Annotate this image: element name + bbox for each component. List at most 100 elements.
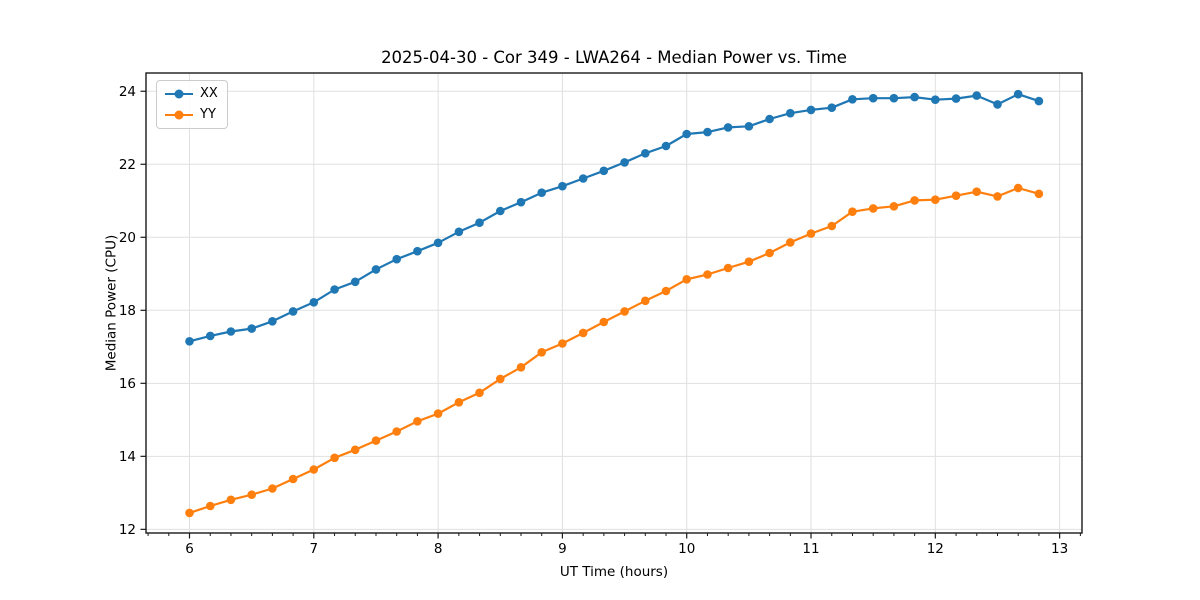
data-point-marker bbox=[268, 317, 277, 326]
data-point-marker bbox=[910, 92, 919, 102]
data-point-marker bbox=[931, 95, 940, 104]
data-point-marker bbox=[972, 91, 981, 100]
svg-text:12: 12 bbox=[119, 522, 136, 538]
svg-text:12: 12 bbox=[927, 541, 944, 557]
legend-line-marker-icon bbox=[165, 109, 193, 121]
data-point-marker bbox=[1013, 183, 1023, 193]
data-point-marker bbox=[475, 388, 484, 398]
svg-text:11: 11 bbox=[802, 541, 819, 557]
data-point-marker bbox=[889, 202, 899, 211]
plot-border bbox=[145, 72, 1083, 534]
x-tick-labels: 6 7 8 9 10 11 12 13 bbox=[185, 541, 1068, 557]
data-point-marker bbox=[641, 149, 650, 158]
x-gridlines bbox=[189, 73, 1061, 533]
data-point-marker bbox=[723, 263, 733, 273]
data-point-marker bbox=[516, 197, 526, 207]
data-point-marker bbox=[827, 103, 837, 112]
data-point-marker bbox=[931, 195, 940, 204]
svg-text:14: 14 bbox=[119, 449, 136, 465]
chart-title: 2025-04-30 - Cor 349 - LWA264 - Median P… bbox=[381, 48, 847, 67]
data-point-marker bbox=[1034, 189, 1044, 199]
data-point-marker bbox=[682, 275, 691, 284]
data-point-marker bbox=[951, 191, 961, 200]
data-point-marker bbox=[558, 181, 567, 191]
data-point-marker bbox=[454, 398, 464, 407]
data-point-marker bbox=[288, 474, 298, 484]
svg-text:20: 20 bbox=[119, 230, 136, 246]
data-point-marker bbox=[309, 298, 319, 307]
data-point-marker bbox=[703, 270, 712, 279]
svg-text:8: 8 bbox=[434, 541, 443, 557]
svg-text:7: 7 bbox=[310, 541, 319, 557]
x-ticks bbox=[188, 533, 1061, 539]
data-point-marker bbox=[682, 129, 691, 139]
svg-text:22: 22 bbox=[119, 157, 136, 173]
data-point-marker bbox=[206, 331, 215, 341]
data-point-marker bbox=[827, 221, 837, 231]
data-point-marker bbox=[413, 246, 422, 256]
data-point-marker bbox=[226, 495, 236, 505]
legend-label-xx: XX bbox=[200, 86, 218, 101]
data-point-marker bbox=[496, 206, 505, 216]
data-point-marker bbox=[350, 277, 360, 287]
x-minor-ticks bbox=[147, 533, 1081, 536]
data-point-marker bbox=[392, 427, 402, 436]
svg-text:10: 10 bbox=[678, 541, 695, 557]
data-point-marker bbox=[558, 339, 567, 348]
data-point-marker bbox=[475, 218, 484, 227]
svg-text:18: 18 bbox=[119, 303, 136, 319]
data-point-marker bbox=[744, 257, 754, 267]
data-point-marker bbox=[578, 174, 588, 183]
data-point-marker bbox=[350, 445, 360, 455]
data-point-marker bbox=[599, 317, 609, 327]
data-point-marker bbox=[185, 508, 194, 518]
data-point-marker bbox=[288, 307, 298, 316]
data-point-marker bbox=[620, 307, 629, 316]
data-point-marker bbox=[993, 192, 1002, 201]
data-point-marker bbox=[744, 122, 754, 131]
svg-text:13: 13 bbox=[1051, 541, 1068, 557]
data-point-marker bbox=[848, 207, 857, 216]
data-point-marker bbox=[309, 465, 319, 474]
data-point-marker bbox=[993, 100, 1002, 109]
data-point-marker bbox=[1034, 96, 1044, 106]
data-point-marker bbox=[330, 453, 339, 463]
data-point-marker bbox=[433, 409, 443, 418]
series-yy bbox=[185, 183, 1044, 518]
svg-text:24: 24 bbox=[119, 84, 136, 100]
x-axis-label: UT Time (hours) bbox=[559, 564, 669, 580]
y-tick-labels: 12 14 16 18 20 22 24 bbox=[119, 84, 136, 538]
data-point-marker bbox=[620, 158, 629, 167]
data-point-marker bbox=[806, 229, 816, 238]
data-point-marker bbox=[599, 166, 609, 176]
data-point-marker bbox=[392, 254, 402, 264]
series-line bbox=[189, 186, 1040, 514]
data-point-marker bbox=[765, 248, 774, 258]
series-xx bbox=[185, 89, 1044, 346]
data-point-marker bbox=[786, 108, 795, 118]
y-gridlines bbox=[146, 90, 1082, 530]
data-point-marker bbox=[454, 227, 464, 237]
data-point-marker bbox=[433, 238, 443, 248]
data-point-marker bbox=[910, 196, 919, 205]
data-point-marker bbox=[868, 204, 878, 213]
data-point-marker bbox=[516, 363, 526, 372]
data-point-marker bbox=[578, 328, 588, 338]
legend-entry-xx: XX bbox=[165, 86, 218, 102]
legend-label-yy: YY bbox=[200, 107, 216, 122]
svg-text:16: 16 bbox=[119, 376, 136, 392]
data-point-marker bbox=[537, 348, 546, 357]
svg-text:9: 9 bbox=[558, 541, 567, 557]
data-point-marker bbox=[330, 285, 339, 294]
data-point-marker bbox=[848, 95, 857, 104]
data-point-marker bbox=[413, 417, 422, 426]
data-point-marker bbox=[703, 127, 712, 137]
legend-entry-yy: YY bbox=[165, 107, 218, 123]
data-point-marker bbox=[661, 141, 671, 151]
data-point-marker bbox=[786, 238, 795, 247]
data-point-marker bbox=[641, 296, 650, 306]
data-point-marker bbox=[806, 105, 816, 115]
svg-text:6: 6 bbox=[185, 541, 194, 557]
